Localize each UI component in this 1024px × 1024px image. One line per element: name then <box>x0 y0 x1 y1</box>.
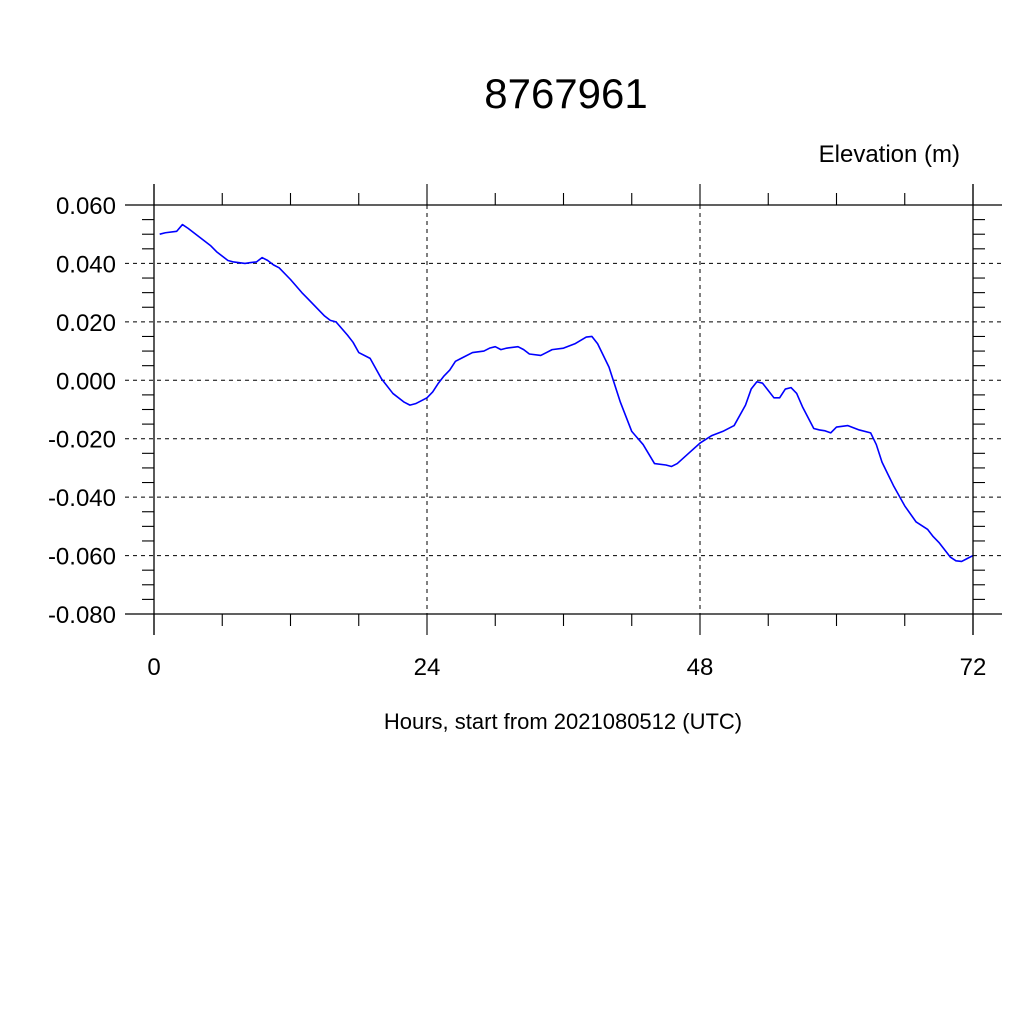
y-axis-label: Elevation (m) <box>819 141 960 168</box>
ticks <box>142 184 985 635</box>
y-tick-label-4: -0.020 <box>48 427 116 454</box>
x-tick-label-1: 24 <box>414 654 441 681</box>
y-tick-label-0: 0.060 <box>56 193 116 220</box>
y-tick-label-3: 0.000 <box>56 368 116 395</box>
axes <box>125 184 1002 635</box>
y-tick-label-7: -0.080 <box>48 602 116 629</box>
series-layer <box>159 223 974 563</box>
x-tick-label-2: 48 <box>687 654 714 681</box>
x-axis-label: Hours, start from 2021080512 (UTC) <box>384 709 742 734</box>
series-line-0 <box>159 223 974 563</box>
x-tick-label-3: 72 <box>960 654 987 681</box>
grid <box>125 205 1002 614</box>
y-tick-label-6: -0.060 <box>48 544 116 571</box>
y-tick-label-1: 0.040 <box>56 251 116 278</box>
chart-title: 8767961 <box>484 70 648 117</box>
tick-labels: 0 24 48 72 0.060 0.040 0.020 0.000 -0.020 -0.040 -… <box>48 193 986 681</box>
x-tick-label-0: 0 <box>147 654 160 681</box>
y-tick-label-5: -0.040 <box>48 485 116 512</box>
y-tick-label-2: 0.020 <box>56 310 116 337</box>
